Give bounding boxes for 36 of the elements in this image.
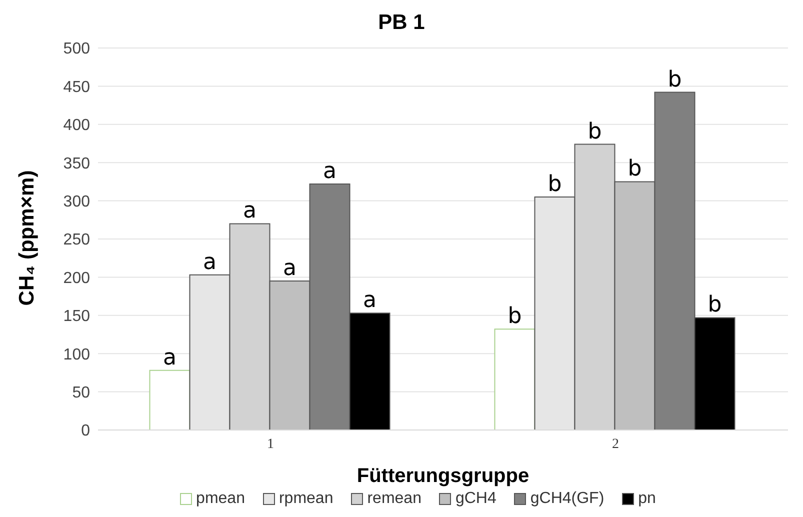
data-label: a [203,250,216,275]
data-label: b [588,119,602,144]
y-tick-label: 0 [81,422,90,440]
legend-label: rpmean [278,490,334,508]
data-label: b [628,156,642,182]
data-label: b [708,292,722,318]
legend-label: remean [367,490,422,508]
x-axis-title: Fütterungsgruppe [356,465,530,487]
x-tick-label: 2 [612,436,619,452]
legend-label: pmean [196,490,245,508]
data-label: a [323,158,336,184]
data-label: a [363,288,376,314]
legend-label: gCH4(GF) [530,490,604,508]
y-tick-label: 100 [63,346,90,364]
y-axis-title: CH₄ (ppm×m) [16,170,40,306]
bar [149,370,190,430]
bar [494,328,536,430]
data-label: b [668,67,682,92]
data-label: b [548,172,562,197]
x-tick-label: 1 [267,436,274,452]
legend-label: pn [638,490,656,508]
y-tick-label: 50 [72,384,90,402]
y-tick-label: 450 [63,78,90,96]
y-tick-label: 350 [63,155,90,172]
y-tick-label: 250 [63,232,90,249]
legend-label: gCH4 [455,490,496,508]
chart-title: PB 1 [377,10,426,36]
data-label: a [283,256,296,282]
y-tick-label: 500 [63,40,90,58]
y-tick-label: 400 [63,117,90,134]
data-label: b [508,304,522,330]
y-tick-label: 200 [63,270,90,287]
y-tick-label: 150 [63,308,90,326]
y-tick-label: 300 [63,193,90,210]
data-label: a [163,345,176,370]
data-label: a [243,198,256,224]
